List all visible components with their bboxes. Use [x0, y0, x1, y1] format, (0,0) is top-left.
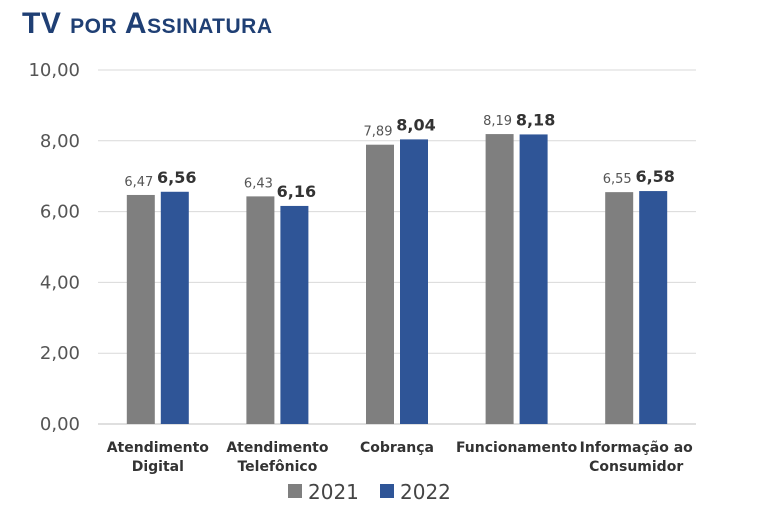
bar-2021	[126, 194, 155, 424]
chart-title: TV por Assinatura	[22, 7, 273, 40]
bar-2021	[485, 134, 514, 424]
category-label: Consumidor	[589, 459, 683, 475]
bar-2022	[639, 191, 668, 424]
bar-2022	[280, 205, 309, 424]
data-label-2021: 6,47	[124, 175, 153, 190]
data-label-2021: 8,19	[483, 114, 512, 129]
data-label-2022: 6,16	[277, 182, 316, 201]
y-tick-label: 10,00	[28, 60, 80, 81]
legend-swatch-2021	[288, 484, 302, 498]
legend-label-2021: 2021	[308, 480, 359, 504]
gridlines	[98, 69, 696, 425]
data-label-2022: 6,58	[635, 167, 674, 186]
legend-label-2022: 2022	[400, 480, 451, 504]
category-label: Atendimento	[107, 440, 210, 456]
bar-2021	[605, 192, 634, 424]
category-label: Cobrança	[360, 440, 434, 456]
y-axis: 0,00 2,00 4,00 6,00 8,00 10,00	[28, 60, 80, 435]
legend-swatch-2022	[380, 484, 394, 498]
category-label: Atendimento	[226, 440, 329, 456]
y-tick-label: 6,00	[40, 202, 80, 223]
legend: 2021 2022	[288, 480, 451, 504]
data-label-2021: 7,89	[364, 125, 393, 140]
data-label-2021: 6,43	[244, 176, 273, 191]
y-tick-label: 8,00	[40, 131, 80, 152]
bars	[126, 134, 668, 425]
bar-2021	[246, 196, 275, 424]
y-tick-label: 2,00	[40, 343, 80, 364]
bar-2022	[160, 191, 189, 424]
y-tick-label: 4,00	[40, 272, 80, 293]
y-tick-label: 0,00	[40, 414, 80, 435]
category-label: Telefônico	[237, 459, 317, 475]
bar-2022	[519, 134, 548, 425]
data-label-2021: 6,55	[603, 172, 632, 187]
data-labels: 6,47 6,56 6,43 6,16 7,89 8,04 8,19 8,18 6,55 6,58	[124, 110, 675, 201]
data-label-2022: 6,56	[157, 168, 196, 187]
category-label: Funcionamento	[456, 440, 578, 456]
data-label-2022: 8,04	[396, 115, 435, 134]
category-label: Digital	[132, 459, 184, 475]
bar-2022	[400, 139, 428, 424]
x-axis: Atendimento Digital Atendimento Telefônico C…	[107, 440, 693, 475]
category-label: Informação ao	[580, 440, 694, 456]
data-label-2022: 8,18	[516, 110, 555, 129]
bar-2021	[366, 144, 394, 424]
